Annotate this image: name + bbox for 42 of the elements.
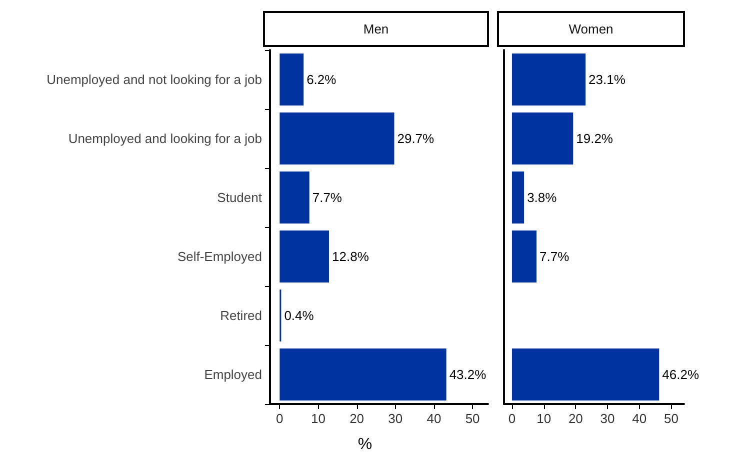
data-label: 46.2% <box>662 367 700 382</box>
bar <box>280 230 330 282</box>
x-axis-title: % <box>356 436 374 454</box>
data-label: 12.8% <box>332 249 370 264</box>
bar <box>280 112 394 164</box>
x-tick-label: 40 <box>632 411 647 426</box>
x-tick-label: 30 <box>388 411 403 426</box>
x-tick-label: 50 <box>465 411 480 426</box>
data-label: 3.8% <box>527 190 558 205</box>
x-tick-label: 30 <box>600 411 615 426</box>
bar <box>512 348 660 400</box>
x-tick-label: 10 <box>536 411 552 426</box>
bar <box>280 54 304 106</box>
bar <box>512 54 586 106</box>
bar <box>512 230 536 282</box>
data-label: 29.7% <box>397 131 435 146</box>
x-tick-label: 20 <box>350 411 364 426</box>
x-tick-label: 10 <box>310 411 326 426</box>
x-tick-label: 20 <box>568 411 583 426</box>
bar <box>512 172 524 224</box>
y-tick-label: Student <box>217 190 262 205</box>
y-tick-label: Employed <box>204 367 262 382</box>
y-tick-label: Unemployed and looking for a job <box>68 131 262 146</box>
chart-title: Women <box>568 22 614 36</box>
bar <box>280 348 446 400</box>
x-tick-label: 40 <box>426 411 442 426</box>
x-tick-label: 50 <box>664 411 678 426</box>
data-label: 7.7% <box>539 249 570 264</box>
data-label: 19.2% <box>576 131 614 146</box>
x-tick-label: 0 <box>508 411 516 426</box>
x-tick-label: 0 <box>276 411 284 426</box>
y-tick-label: Self-Employed <box>177 249 262 264</box>
chart-title: Men <box>363 22 389 36</box>
data-label: 7.7% <box>312 190 342 205</box>
data-label: 0.4% <box>284 308 314 323</box>
bar <box>512 112 574 164</box>
data-label: 43.2% <box>449 367 487 382</box>
data-label: 6.2% <box>306 72 337 87</box>
y-tick-label: Unemployed and not looking for a job <box>46 72 262 87</box>
y-tick-label: Retired <box>220 308 262 323</box>
data-label: 23.1% <box>588 72 626 87</box>
bar <box>280 172 310 224</box>
